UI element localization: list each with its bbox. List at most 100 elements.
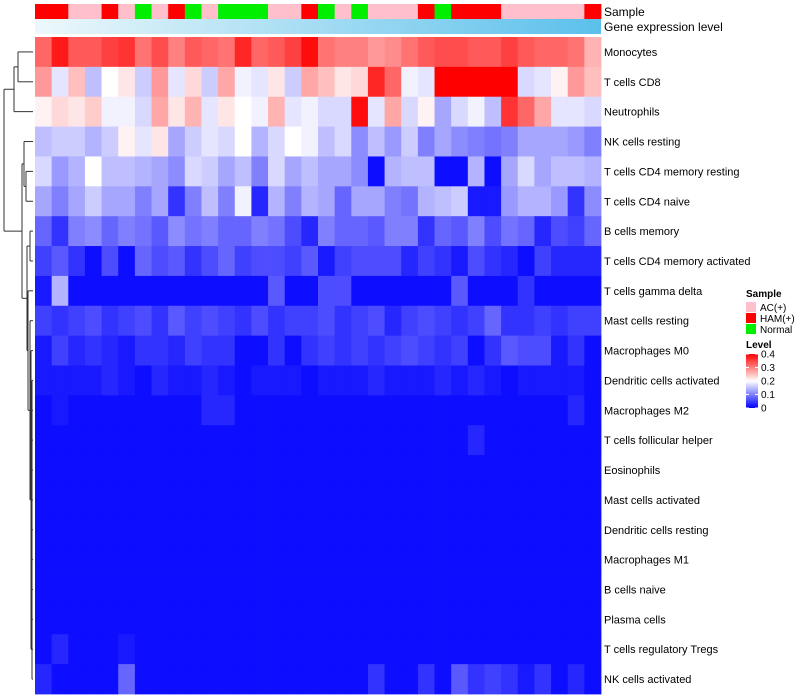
heatmap-cell <box>551 37 569 68</box>
heatmap-cell <box>417 664 435 695</box>
heatmap-cell <box>201 574 219 605</box>
heatmap-cell <box>84 455 102 486</box>
heatmap-cell <box>35 186 53 217</box>
heatmap-cell <box>184 186 202 217</box>
heatmap-cell <box>284 305 302 337</box>
heatmap-cell <box>201 96 219 127</box>
heatmap-cell <box>251 634 269 665</box>
heatmap-cell <box>467 514 485 546</box>
heatmap-cell <box>234 186 252 217</box>
heatmap-cell <box>451 275 469 307</box>
heatmap-cell <box>251 156 269 187</box>
heatmap-cell <box>234 455 252 486</box>
sample-annotation-cell <box>367 4 385 19</box>
heatmap-cell <box>584 246 602 277</box>
heatmap-cell <box>101 156 119 187</box>
heatmap-cell <box>35 66 53 98</box>
sample-annotation-cell <box>451 4 469 19</box>
row-label: Dendritic cells activated <box>604 375 720 387</box>
sample-annotation-cell <box>534 4 552 19</box>
heatmap-cell <box>35 574 53 605</box>
heatmap-cells <box>35 37 602 695</box>
heatmap-cell <box>484 455 502 486</box>
heatmap-cell <box>184 66 202 98</box>
heatmap-cell <box>584 484 602 516</box>
heatmap-cell <box>367 425 385 456</box>
heatmap-cell <box>184 425 202 456</box>
heatmap-cell <box>534 544 552 575</box>
heatmap-cell <box>118 186 136 217</box>
heatmap-cell <box>251 395 269 426</box>
heatmap-cell <box>318 156 336 187</box>
heatmap-cell <box>401 544 419 575</box>
heatmap-cell <box>134 514 152 546</box>
heatmap-cell <box>35 37 53 68</box>
heatmap-cell <box>251 126 269 157</box>
heatmap-cell <box>434 395 452 426</box>
heatmap-cell <box>434 425 452 456</box>
heatmap-cell <box>367 186 385 217</box>
heatmap-cell <box>68 664 86 695</box>
heatmap-cell <box>284 634 302 665</box>
heatmap-cell <box>84 156 102 187</box>
heatmap-cell <box>134 66 152 98</box>
heatmap-cell <box>35 425 53 456</box>
heatmap-cell <box>384 186 402 217</box>
heatmap-cell <box>84 246 102 277</box>
legend-sample-entries: AC(+)HAM(+)Normal <box>746 302 795 336</box>
heatmap-cell <box>334 126 352 157</box>
heatmap-cell <box>68 216 86 247</box>
heatmap-cell <box>534 216 552 247</box>
heatmap-cell <box>284 246 302 277</box>
heatmap-cell <box>434 455 452 486</box>
heatmap-cell <box>417 634 435 665</box>
heatmap-cell <box>151 37 169 68</box>
heatmap-cell <box>484 634 502 665</box>
heatmap-cell <box>301 484 319 516</box>
heatmap-cell <box>301 275 319 307</box>
heatmap-cell <box>384 455 402 486</box>
heatmap-cell <box>584 425 602 456</box>
heatmap-cell <box>68 634 86 665</box>
heatmap-cell <box>551 484 569 516</box>
heatmap-cell <box>318 246 336 277</box>
sample-annotation-cell <box>501 4 519 19</box>
heatmap-cell <box>134 484 152 516</box>
heatmap-cell <box>251 455 269 486</box>
heatmap-cell <box>318 186 336 217</box>
heatmap-cell <box>551 275 569 307</box>
heatmap-cell <box>501 365 519 396</box>
heatmap-cell <box>384 514 402 546</box>
heatmap-cell <box>334 246 352 277</box>
heatmap-cell <box>35 365 53 396</box>
heatmap-cell <box>151 335 169 366</box>
sample-annotation-cell <box>101 4 119 19</box>
heatmap-cell <box>184 216 202 247</box>
heatmap-cell <box>84 395 102 426</box>
heatmap-cell <box>168 305 186 337</box>
heatmap-cell <box>417 126 435 157</box>
heatmap-cell <box>301 514 319 546</box>
heatmap-cell <box>584 544 602 575</box>
heatmap-cell <box>567 664 585 695</box>
heatmap-cell <box>484 604 502 635</box>
heatmap-cell <box>334 96 352 127</box>
heatmap-cell <box>51 484 69 516</box>
sample-annotation-cell <box>218 4 236 19</box>
heatmap-cell <box>234 544 252 575</box>
row-label: T cells CD4 naive <box>604 196 690 208</box>
heatmap-cell <box>168 484 186 516</box>
heatmap-cell <box>517 66 535 98</box>
heatmap-cell <box>434 37 452 68</box>
sample-annotation-cell <box>118 4 136 19</box>
heatmap-cell <box>501 335 519 366</box>
legend-sample-label: HAM(+) <box>760 314 795 325</box>
heatmap-cell <box>401 455 419 486</box>
heatmap-cell <box>151 246 169 277</box>
heatmap-cell <box>434 335 452 366</box>
heatmap-cell <box>517 186 535 217</box>
heatmap-cell <box>51 96 69 127</box>
heatmap-cell <box>534 66 552 98</box>
heatmap-cell <box>484 574 502 605</box>
row-label: Eosinophils <box>604 465 661 477</box>
